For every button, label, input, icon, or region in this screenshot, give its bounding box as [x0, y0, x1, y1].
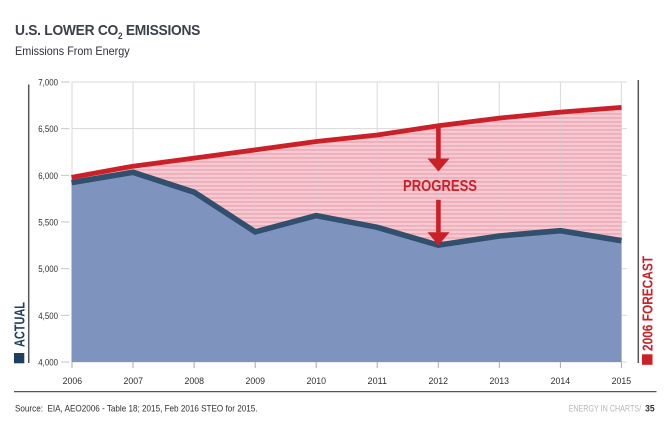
- svg-text:2009: 2009: [246, 376, 266, 387]
- svg-text:5,000: 5,000: [38, 264, 58, 275]
- svg-text:ACTUAL: ACTUAL: [13, 302, 29, 347]
- svg-text:7,000: 7,000: [38, 78, 58, 89]
- svg-text:5,500: 5,500: [38, 218, 58, 229]
- svg-text:2008: 2008: [185, 376, 205, 387]
- svg-text:2012: 2012: [429, 376, 449, 387]
- svg-text:4,500: 4,500: [38, 311, 58, 322]
- svg-text:2015: 2015: [612, 376, 632, 387]
- svg-text:6,500: 6,500: [38, 124, 58, 135]
- svg-text:2006: 2006: [63, 376, 83, 387]
- svg-text:6,000: 6,000: [38, 171, 58, 182]
- svg-text:2006 FORECAST: 2006 FORECAST: [641, 256, 657, 351]
- svg-text:2011: 2011: [368, 376, 388, 387]
- svg-text:ENERGY IN CHARTS/35: ENERGY IN CHARTS/35: [569, 404, 655, 414]
- svg-text:4,000: 4,000: [38, 358, 58, 369]
- svg-text:2007: 2007: [124, 376, 144, 387]
- svg-text:Source: EIA, AEO2006 - Table: Source: EIA, AEO2006 - Table 18; 2015, F…: [15, 404, 258, 414]
- svg-text:2013: 2013: [490, 376, 510, 387]
- svg-text:PROGRESS: PROGRESS: [403, 178, 477, 195]
- svg-text:2014: 2014: [551, 376, 571, 387]
- svg-text:2010: 2010: [307, 376, 327, 387]
